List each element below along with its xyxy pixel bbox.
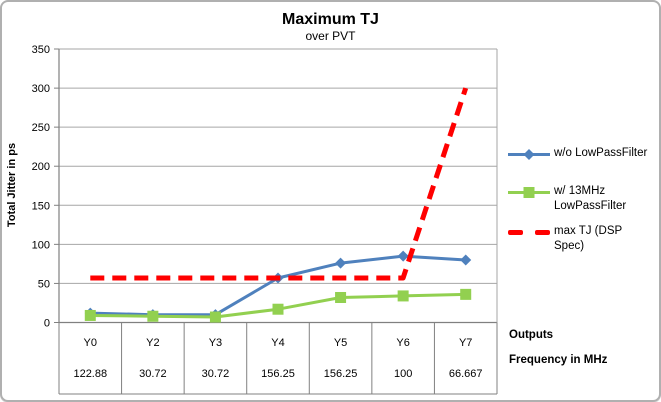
series-line — [90, 87, 469, 281]
frequency-label: 122.88 — [73, 368, 107, 380]
square-marker — [335, 291, 347, 303]
square-marker — [84, 309, 96, 321]
x-axis-table: Y0 Y2 Y3 Y4 Y5 Y6 Y7 122.88 30.72 30.72 156.25 156.… — [58, 322, 498, 395]
legend-label: w/ 13MHz LowPassFilter — [554, 185, 627, 212]
square-marker — [209, 311, 221, 323]
legend-label: w/o LowPassFilter — [554, 147, 648, 159]
category-label: Y6 — [396, 337, 409, 349]
category-label: Y3 — [209, 337, 222, 349]
gridlines — [59, 48, 497, 284]
chart-title: Maximum TJ — [282, 11, 379, 28]
frequency-label: 66.667 — [449, 368, 483, 380]
diamond-marker — [397, 250, 409, 262]
y-tick-label: 100 — [32, 239, 50, 251]
legend-label: max TJ (DSP Spec) — [554, 225, 622, 252]
chart-subtitle: over PVT — [305, 29, 356, 43]
legend-item-w-13mhz-lowpassfilter: w/ 13MHz LowPassFilter — [508, 184, 654, 214]
blue-diamond-line-icon — [508, 149, 550, 160]
legend-item-wo-lowpassfilter: w/o LowPassFilter — [508, 146, 654, 162]
y-tick-label: 250 — [32, 122, 50, 134]
square-marker — [397, 290, 409, 302]
frequency-label: 156.25 — [324, 368, 358, 380]
frequency-label: 30.72 — [202, 368, 230, 380]
frequency-label: 156.25 — [261, 368, 295, 380]
square-marker — [460, 288, 472, 300]
y-tick-label: 0 — [44, 318, 50, 330]
diamond-marker — [460, 254, 472, 266]
y-tick-label: 300 — [32, 83, 50, 95]
y-tick-label: 200 — [32, 161, 50, 173]
category-label: Y0 — [84, 337, 97, 349]
frequency-label: 30.72 — [139, 368, 167, 380]
series-lines — [84, 87, 472, 323]
category-label: Y4 — [271, 337, 284, 349]
y-tick-label: 50 — [38, 278, 50, 290]
square-marker — [147, 310, 159, 322]
legend-item-max-tj: max TJ (DSP Spec) — [508, 224, 654, 254]
green-square-line-icon — [508, 187, 550, 198]
diamond-marker — [335, 257, 347, 269]
series-2 — [90, 87, 469, 281]
series-1 — [84, 288, 472, 323]
y-tick-labels: 0 50 100 150 200 250 300 350 — [32, 44, 50, 330]
axes — [54, 48, 498, 324]
y-tick-label: 350 — [32, 44, 50, 56]
category-label: Y7 — [459, 337, 472, 349]
frequency-label: 100 — [394, 368, 412, 380]
red-dash-line-icon — [508, 230, 550, 235]
y-tick-label: 150 — [32, 200, 50, 212]
frequency-row-label: Frequency in MHz — [509, 354, 608, 366]
category-label: Y5 — [334, 337, 347, 349]
square-marker — [272, 303, 284, 315]
category-label: Y2 — [146, 337, 159, 349]
outputs-row-label: Outputs — [509, 329, 554, 341]
